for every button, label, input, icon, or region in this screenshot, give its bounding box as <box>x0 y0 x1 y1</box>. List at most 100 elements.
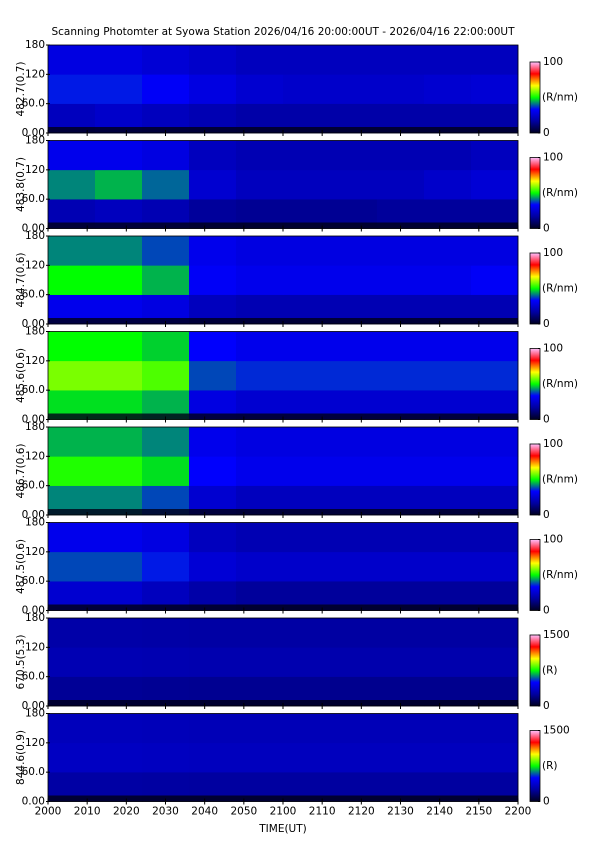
heatmap-cell <box>95 265 143 295</box>
heatmap-cell <box>48 742 96 773</box>
heatmap-cell <box>95 522 143 553</box>
y-tick-label: 120 <box>25 259 45 271</box>
heatmap-cell <box>189 456 237 486</box>
heatmap-cell <box>283 647 331 677</box>
heatmap-cell <box>236 456 284 486</box>
heatmap-cell <box>377 647 425 677</box>
heatmap-cell <box>424 169 472 200</box>
heatmap-cell <box>283 169 331 200</box>
colorbar-tick-label: 100 <box>543 438 563 450</box>
y-tick-label: 60.0 <box>22 480 45 492</box>
heatmap-cell <box>48 360 96 391</box>
heatmap-cell <box>142 74 190 104</box>
y-tick-label: 180 <box>25 39 45 51</box>
heatmap-cell <box>424 331 472 362</box>
x-tick-label: 2100 <box>270 806 297 818</box>
heatmap-cell <box>236 618 284 648</box>
colorbar <box>529 157 541 229</box>
heatmap-cell <box>189 522 237 553</box>
heatmap-cell <box>471 456 519 486</box>
x-tick-label: 2050 <box>230 806 257 818</box>
colorbar-tick-label: 1500 <box>543 725 570 737</box>
heatmap-cell <box>236 522 284 553</box>
y-axis-label: 485.6(0.6) <box>15 348 27 403</box>
colorbar-unit: (R/nm) <box>542 92 578 104</box>
heatmap-cell <box>330 742 378 773</box>
heatmap-cell <box>48 74 96 104</box>
heatmap-cell <box>330 45 378 75</box>
heatmap-cell <box>95 169 143 200</box>
heatmap-cell <box>48 45 96 75</box>
heatmap-cell <box>283 427 331 457</box>
y-tick-label: 60.0 <box>22 575 45 587</box>
panel-frame <box>47 713 519 802</box>
heatmap-cell <box>377 331 425 362</box>
heatmap-cell <box>330 74 378 104</box>
heatmap-cell <box>377 427 425 457</box>
heatmap-cell <box>236 331 284 362</box>
heatmap-cell <box>48 713 96 744</box>
heatmap-cell <box>471 551 519 582</box>
colorbar-tick-label: 100 <box>543 56 563 68</box>
heatmap-cell <box>48 331 96 362</box>
heatmap-cell <box>471 265 519 295</box>
heatmap-cell <box>330 331 378 362</box>
heatmap-cell <box>471 647 519 677</box>
x-tick-label: 2040 <box>191 806 218 818</box>
heatmap-cell <box>283 265 331 295</box>
heatmap-cell <box>330 360 378 391</box>
panel-frame <box>47 617 519 707</box>
heatmap-cell <box>95 742 143 773</box>
heatmap-cell <box>377 265 425 295</box>
colorbar-tick-label: 0 <box>543 700 550 712</box>
heatmap-cell <box>424 647 472 677</box>
colorbar-tick-label: 1500 <box>543 629 570 641</box>
colorbar <box>529 634 541 707</box>
heatmap-cell <box>283 522 331 553</box>
x-tick-label: 2110 <box>309 806 336 818</box>
heatmap-cell <box>189 427 237 457</box>
y-tick-label: 120 <box>25 450 45 462</box>
heatmap-cell <box>424 618 472 648</box>
heatmap-cell <box>236 360 284 391</box>
y-tick-label: 120 <box>25 737 45 749</box>
y-tick-label: 0.00 <box>22 700 45 712</box>
heatmap-cell <box>236 713 284 744</box>
heatmap-cell <box>377 169 425 200</box>
heatmap-cell <box>142 331 190 362</box>
heatmap-cell <box>48 169 96 200</box>
heatmap-cell <box>189 618 237 648</box>
y-tick-label: 180 <box>25 612 45 624</box>
y-tick-label: 120 <box>25 355 45 367</box>
heatmap-cell <box>471 45 519 75</box>
y-tick-label: 0.00 <box>22 509 45 521</box>
heatmap-cell <box>283 618 331 648</box>
heatmap-cell <box>48 236 96 266</box>
heatmap-cell <box>95 360 143 391</box>
heatmap-cell <box>142 427 190 457</box>
colorbar-tick-label: 0 <box>543 127 550 139</box>
heatmap-cell <box>283 551 331 582</box>
figure-title: Scanning Photomter at Syowa Station 2026… <box>51 26 515 38</box>
heatmap-cell <box>471 74 519 104</box>
y-tick-label: 60.0 <box>22 766 45 778</box>
heatmap-cell <box>424 456 472 486</box>
heatmap-cell <box>142 742 190 773</box>
heatmap-cell <box>48 265 96 295</box>
heatmap-cell <box>236 742 284 773</box>
heatmap-cell <box>95 331 143 362</box>
heatmap-cell <box>189 45 237 75</box>
colorbar <box>529 539 541 611</box>
heatmap-cell <box>236 74 284 104</box>
colorbar <box>529 443 541 516</box>
heatmap-cell <box>283 236 331 266</box>
heatmap-cell <box>471 331 519 362</box>
heatmap-cell <box>424 74 472 104</box>
x-tick-label: 2000 <box>35 806 62 818</box>
y-tick-label: 0.00 <box>22 796 45 808</box>
y-tick-label: 120 <box>25 164 45 176</box>
heatmap-cell <box>377 742 425 773</box>
colorbar-tick-label: 0 <box>543 509 550 521</box>
heatmap-cell <box>377 360 425 391</box>
